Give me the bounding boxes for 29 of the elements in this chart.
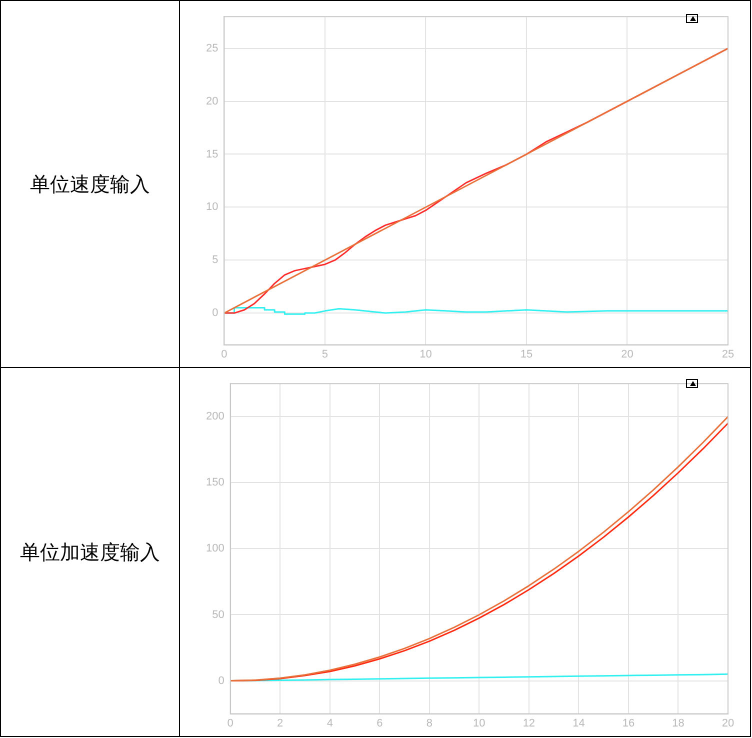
x-tick-label: 10	[420, 348, 432, 360]
y-tick-label: 15	[206, 148, 218, 160]
x-tick-label: 18	[672, 717, 684, 730]
x-tick-label: 10	[473, 717, 486, 730]
x-tick-label: 2	[277, 717, 284, 730]
text: 单位速度输入	[0, 0, 180, 368]
y-tick-label: 10	[206, 201, 218, 214]
x-tick-label: 20	[722, 717, 734, 730]
x-tick-label: 25	[722, 348, 734, 360]
y-tick-label: 150	[206, 476, 224, 489]
y-tick-label: 5	[212, 254, 218, 266]
text: 单位加速度输入	[0, 368, 180, 736]
y-tick-label: 25	[206, 42, 218, 54]
x-tick-label: 6	[376, 717, 383, 730]
x-tick-label: 15	[520, 348, 533, 360]
x-tick-label: 5	[322, 348, 328, 360]
y-tick-label: 100	[206, 542, 224, 555]
x-tick-label: 16	[622, 717, 635, 730]
x-tick-label: 20	[621, 348, 634, 360]
y-tick-label: 20	[206, 95, 218, 108]
y-tick-label: 200	[206, 410, 224, 423]
y-tick-label: 0	[212, 307, 218, 320]
x-tick-label: 4	[326, 717, 333, 730]
x-tick-label: 12	[522, 717, 536, 730]
x-tick-label: 0	[227, 717, 234, 730]
y-tick-label: 0	[218, 674, 224, 687]
y-tick-label: 50	[212, 608, 224, 621]
x-tick-label: 14	[572, 717, 585, 730]
x-tick-label: 8	[426, 717, 432, 730]
